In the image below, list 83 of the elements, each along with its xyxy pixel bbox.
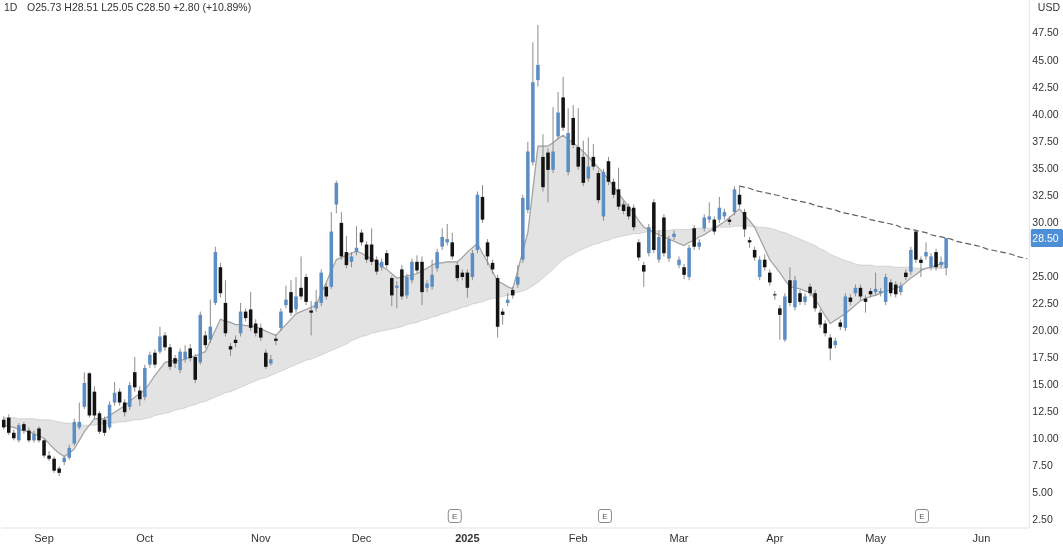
candlestick [450, 232, 455, 261]
candlestick [132, 356, 137, 393]
y-tick-label: 37.50 [1032, 134, 1059, 147]
y-tick-label: 42.50 [1032, 80, 1059, 93]
candlestick [289, 279, 293, 317]
y-tick-label: 32.50 [1032, 188, 1059, 201]
candlestick [42, 437, 46, 459]
x-tick-label: Apr [766, 532, 784, 544]
candlestick [32, 430, 36, 444]
y-tick-label: 45.00 [1032, 53, 1059, 66]
candlestick [788, 266, 792, 307]
candlestick [17, 422, 21, 444]
y-tick-label: 2.50 [1032, 513, 1053, 526]
candlestick [808, 282, 812, 297]
y-tick-label: 10.00 [1032, 432, 1059, 445]
x-tick-label: Jun [972, 532, 991, 544]
candlestick [803, 292, 807, 306]
candlestick [7, 413, 11, 436]
candlestick [707, 201, 712, 224]
annotation: E [919, 511, 925, 521]
candlestick [309, 300, 313, 336]
x-tick-label: 2025 [455, 532, 480, 544]
candlestick [556, 91, 560, 141]
candlestick [576, 107, 581, 171]
candlestick [390, 275, 394, 307]
candlestick [27, 426, 31, 444]
candlestick [138, 385, 142, 407]
candlestick [284, 285, 288, 309]
y-tick-label: 30.00 [1032, 215, 1059, 228]
x-tick-label: May [865, 532, 887, 544]
candlestick [163, 331, 167, 352]
candlestick [642, 261, 646, 288]
candlestick [919, 255, 923, 278]
candlestick [47, 450, 51, 462]
candlestick [536, 24, 540, 88]
candlestick [672, 229, 676, 241]
candlestick [551, 106, 555, 174]
x-tick-label: Feb [568, 532, 588, 544]
candlestick [294, 276, 298, 314]
y-tick-label: 40.00 [1032, 107, 1059, 120]
y-tick-label: 7.50 [1032, 459, 1053, 472]
x-tick-label: Mar [669, 532, 689, 544]
candlestick [778, 304, 782, 341]
text: USD [1037, 1, 1061, 13]
annotation: 28.50 [1032, 232, 1059, 245]
candlestick [692, 224, 696, 251]
x-tick-label: Nov [250, 532, 272, 544]
candlestick [395, 280, 399, 309]
y-tick-label: 20.00 [1032, 324, 1059, 336]
candlestick [384, 249, 389, 269]
x-tick-label: Dec [351, 532, 372, 544]
x-tick-label: Oct [136, 532, 154, 544]
candlestick [158, 326, 162, 355]
y-tick-label: 35.00 [1032, 161, 1059, 174]
candlestick [828, 333, 832, 361]
x-tick-label: Sep [34, 532, 54, 544]
candlestick [274, 333, 278, 346]
y-tick-label: 47.50 [1032, 26, 1059, 39]
candlestick [813, 289, 817, 313]
chart-subtitle: O25.73 H28.51 L25.05 C28.50 +2.80 (+10.89%) [27, 1, 252, 13]
y-tick-label: 12.50 [1032, 405, 1059, 418]
line-series [738, 185, 1028, 260]
candlestick [909, 246, 913, 276]
candlestick [667, 235, 671, 263]
y-tick-label: 5.00 [1032, 486, 1053, 499]
y-tick-label: 15.00 [1032, 378, 1059, 391]
candlestick [516, 264, 520, 289]
annotation: E [602, 511, 608, 521]
candlestick [153, 348, 157, 369]
chart-title: 1D [4, 1, 18, 13]
candlestick [924, 241, 928, 261]
y-tick-label: 25.00 [1032, 269, 1059, 282]
candlestick [682, 263, 686, 280]
annotation: E [452, 511, 458, 521]
candlestick [934, 248, 938, 271]
candlestick [435, 248, 439, 273]
candlestick [677, 255, 681, 269]
candlestick [279, 307, 283, 332]
candlestick [636, 238, 641, 262]
y-tick-label: 17.50 [1032, 351, 1059, 364]
candlestick [657, 229, 661, 264]
y-tick-label: 22.50 [1032, 296, 1059, 309]
candlestick [264, 348, 268, 370]
